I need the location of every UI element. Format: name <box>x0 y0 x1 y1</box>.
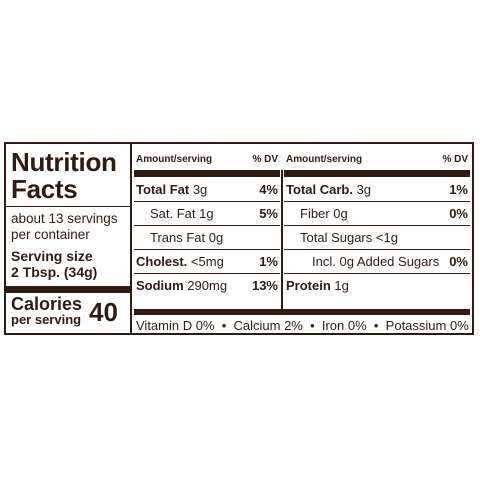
nutrient-column-left: Amount/serving % DV Total Fat 3g 4% Sat.… <box>134 144 280 333</box>
serving-size: Serving size 2 Tbsp. (34g) <box>11 248 97 280</box>
thick-divider <box>6 286 130 293</box>
divider <box>6 206 130 207</box>
vitamins-minerals-row: Vitamin D 0% • Calcium 2% • Iron 0% • Po… <box>134 309 470 339</box>
nutrient-amount: <5mg <box>190 254 224 269</box>
nutrient-name: Total Carb. <box>286 182 353 197</box>
servings-line-1: about 13 servings <box>11 211 118 226</box>
title-line-2: Facts <box>11 174 78 204</box>
nutrient-row-total-carb: Total Carb. 3g 1% <box>284 178 470 202</box>
nutrient-amount: <1g <box>375 230 398 245</box>
header-bar <box>284 170 470 177</box>
nutrient-amount: 1g <box>199 206 214 221</box>
calories-sub-label: per serving <box>11 312 82 327</box>
nutrient-name: Sat. Fat <box>150 206 196 221</box>
title-line-1: Nutrition <box>11 147 117 177</box>
nutrient-row-cholesterol: Cholest. <5mg 1% <box>134 250 280 274</box>
nutrient-dv: 13% <box>251 278 278 293</box>
nutrition-facts-label: Nutrition Facts about 13 servings per co… <box>4 142 474 335</box>
nutrient-column-right: Amount/serving % DV Total Carb. 3g 1% Fi… <box>284 144 470 333</box>
nutrient-amount: 0g Added Sugars <box>339 254 440 269</box>
nutrient-dv: 5% <box>259 206 278 221</box>
servings-line-2: per container <box>11 227 90 242</box>
nutrient-amount: 3g <box>192 182 208 197</box>
calories-value: 40 <box>89 297 118 327</box>
vitamins-text: Vitamin D 0% • Calcium 2% • Iron 0% • Po… <box>136 318 469 333</box>
nutrient-row-fiber: Fiber 0g 0% <box>284 202 470 226</box>
nutrient-name: Protein <box>286 278 331 293</box>
nutrient-name: Fiber <box>300 206 330 221</box>
nutrient-row-total-fat: Total Fat 3g 4% <box>134 178 280 202</box>
nutrient-row-sat-fat: Sat. Fat 1g 5% <box>134 202 280 226</box>
header-dv: % DV <box>442 154 468 165</box>
servings-per-container: about 13 servings per container <box>11 211 118 243</box>
label-title: Nutrition Facts <box>11 149 117 203</box>
serving-size-label: Serving size <box>11 248 93 264</box>
nutrient-dv: 1% <box>449 182 468 197</box>
nutrient-name: Total Fat <box>136 182 190 197</box>
nutrient-dv: 1% <box>259 254 278 269</box>
nutrient-dv: 0% <box>449 254 468 269</box>
nutrient-row-total-sugars: Total Sugars <1g <box>284 226 470 250</box>
nutrient-name: Sodium <box>136 278 184 293</box>
header-dv: % DV <box>252 154 278 165</box>
nutrient-row-protein: Protein 1g <box>284 274 470 298</box>
header-amount: Amount/serving <box>136 154 213 165</box>
nutrient-name: Total Sugars <box>300 230 373 245</box>
nutrient-name: Cholest. <box>136 254 188 269</box>
nutrient-row-trans-fat: Trans Fat 0g <box>134 226 280 250</box>
nutrient-amount: 0g <box>208 230 224 245</box>
serving-size-value: 2 Tbsp. (34g) <box>11 264 98 280</box>
nutrient-amount: 1g <box>334 278 349 293</box>
nutrient-dv: 4% <box>259 182 278 197</box>
nutrient-amount: 3g <box>356 182 372 197</box>
nutrient-name: Incl. <box>312 254 336 269</box>
header-bar <box>134 170 280 177</box>
column-separator <box>281 170 283 310</box>
label-left-panel: Nutrition Facts about 13 servings per co… <box>6 144 132 333</box>
nutrient-dv: 0% <box>449 206 468 221</box>
header-amount: Amount/serving <box>286 154 363 165</box>
nutrient-name: Trans Fat <box>150 230 206 245</box>
calories-label: Calories <box>11 294 83 314</box>
nutrient-row-sodium: Sodium 290mg 13% <box>134 274 280 298</box>
nutrient-row-added-sugars: Incl. 0g Added Sugars 0% <box>284 250 470 274</box>
nutrient-amount: 290mg <box>187 278 228 293</box>
nutrient-amount: 0g <box>333 206 348 221</box>
